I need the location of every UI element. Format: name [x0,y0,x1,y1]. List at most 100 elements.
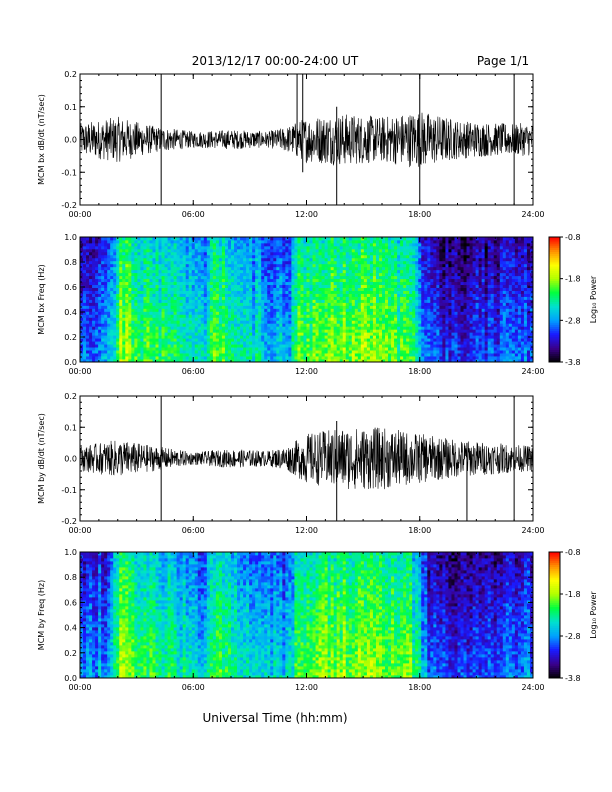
spectrogram-cell [394,341,398,345]
spectrogram-cell [273,278,277,283]
spectrogram-cell [224,350,229,354]
spectrogram-cell [282,260,286,265]
spectrogram-cell [152,293,156,297]
spectrogram-cell [252,323,256,327]
spectrogram-cell [382,242,386,247]
spectrogram-cell [155,263,159,268]
spectrogram-cell [234,308,238,312]
spectrogram-cell [128,248,132,253]
spectrogram-cell [231,245,235,250]
spectrogram-cell [324,290,329,294]
spectrogram-cell [143,269,147,274]
spectrogram-cell [303,347,307,351]
spectrogram-cell [385,347,389,351]
spectrogram-cell [234,257,238,262]
spectrogram-cell [412,359,416,363]
spectrogram-cell [279,293,283,297]
spectrogram-cell [378,296,383,300]
spectrogram-cell [321,278,326,283]
spectrogram-cell [221,260,226,265]
spectrogram-cell [297,356,301,360]
spectrogram-cell [86,317,90,321]
spectrogram-cell [378,320,383,324]
spectrogram-cell [218,278,223,283]
spectrogram-cell [218,239,223,244]
spectrogram-cell [231,353,235,357]
spectrogram-cell [345,287,350,291]
spectrogram-cell [224,278,229,283]
spectrogram-cell [221,237,226,241]
spectrogram-cell [125,281,129,286]
spectrogram-cell [155,272,159,277]
spectrogram-cell [158,242,162,247]
spectrogram-cell [86,296,90,300]
spectrogram-cell [234,347,238,351]
spectrogram-cell [264,296,268,300]
spectrogram-cell [146,239,150,244]
spectrogram-cell [209,326,214,330]
spectrogram-cell [200,251,205,256]
spectrogram-cell [427,287,431,291]
spectrogram-cell [188,323,193,327]
spectrogram-cell [309,272,313,277]
spectrogram-cell [149,237,153,241]
spectrogram-cell [369,281,374,286]
spectrogram-cell [155,287,159,291]
spectrogram-cell [372,263,377,268]
spectrogram-cell [357,347,362,351]
spectrogram-cell [288,269,292,274]
spectrogram-cell [206,341,211,345]
spectrogram-cell [234,290,238,294]
spectrogram-cell [83,326,87,330]
spectrogram-cell [197,257,202,262]
spectrogram-cell [179,260,184,265]
spectrogram-cell [167,257,171,262]
spectrogram-cell [330,320,335,324]
spectrogram-cell [155,308,159,312]
spectrogram-cell [134,281,138,286]
spectrogram-cell [237,356,241,360]
spectrogram-cell [143,347,147,351]
spectrogram-cell [339,335,344,339]
spectrogram-cell [116,281,120,286]
spectrogram-cell [412,347,416,351]
spectrogram-cell [179,314,184,318]
spectrogram-cell [363,347,368,351]
spectrogram-cell [252,290,256,294]
spectrogram-cell [378,356,383,360]
spectrogram-cell [424,338,428,342]
spectrogram-cell [252,320,256,324]
spectrogram-cell [424,308,428,312]
spectrogram-cell [104,350,108,354]
spectrogram-cell [354,284,359,288]
spectrogram-cell [258,272,262,277]
spectrogram-cell [237,290,241,294]
spectrogram-cell [194,329,199,333]
spectrogram-cell [372,353,377,357]
spectrogram-cell [306,320,310,324]
spectrogram-cell [246,284,250,288]
spectrogram-cell [306,344,310,348]
spectrogram-cell [83,263,87,268]
spectrogram-cell [131,350,135,354]
spectrogram-cell [288,296,292,300]
spectrogram-cell [119,251,123,256]
spectrogram-cell [113,260,117,265]
spectrogram-cell [303,272,307,277]
spectrogram-cell [273,266,277,271]
spectrogram-cell [98,290,102,294]
spectrogram-cell [327,314,332,318]
spectrogram-cell [240,237,244,241]
spectrogram-cell [212,287,217,291]
spectrogram-cell [158,341,162,345]
spectrogram-cell [203,287,208,291]
spectrogram-cell [258,302,262,306]
spectrogram-cell [279,311,283,315]
spectrogram-cell [282,311,286,315]
spectrogram-cell [125,239,129,244]
spectrogram-cell [98,245,102,250]
spectrogram-cell [288,272,292,277]
spectrogram-cell [300,263,304,268]
spectrogram-cell [363,272,368,277]
spectrogram-cell [312,341,316,345]
